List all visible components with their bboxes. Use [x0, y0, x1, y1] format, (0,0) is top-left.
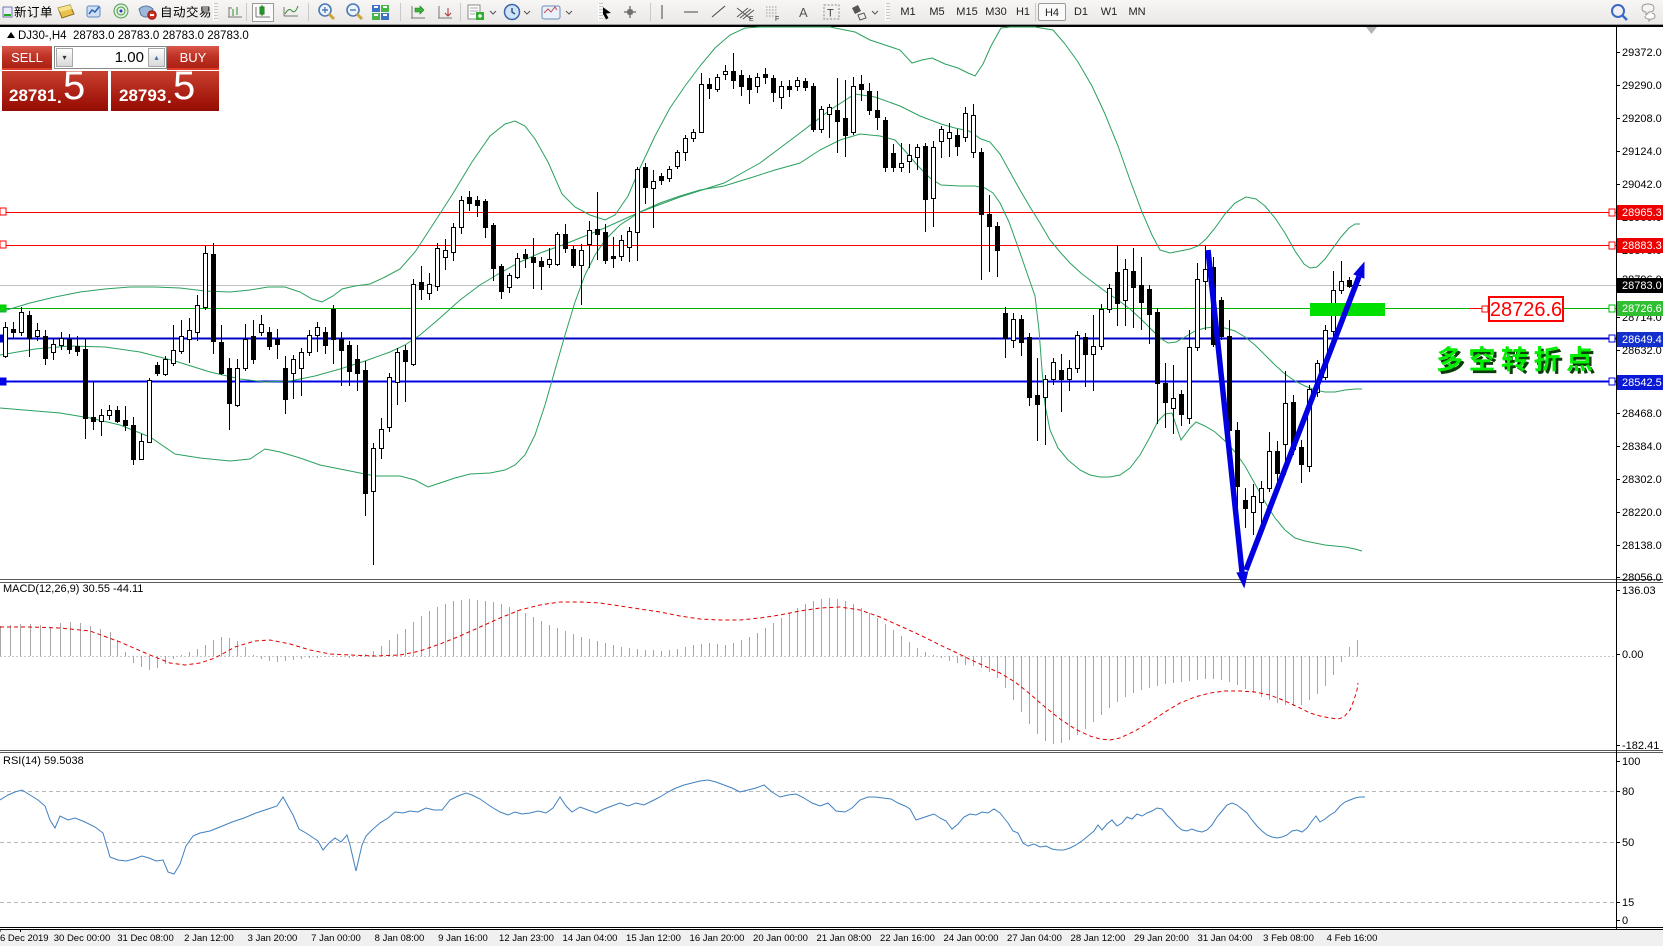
- svg-text:15 Jan 12:00: 15 Jan 12:00: [626, 933, 681, 944]
- svg-text:20 Jan 00:00: 20 Jan 00:00: [753, 933, 808, 944]
- svg-text:7 Jan 00:00: 7 Jan 00:00: [311, 933, 361, 944]
- svg-text:100: 100: [1622, 756, 1640, 768]
- svg-text:28468.0: 28468.0: [1622, 408, 1662, 420]
- svg-text:28783.0: 28783.0: [1622, 280, 1662, 292]
- svg-text:0: 0: [1622, 915, 1628, 927]
- svg-text:28056.0: 28056.0: [1622, 572, 1662, 584]
- svg-text:-182.41: -182.41: [1622, 740, 1659, 752]
- svg-text:28965.3: 28965.3: [1622, 207, 1662, 219]
- svg-text:2 Jan 12:00: 2 Jan 12:00: [184, 933, 234, 944]
- svg-text:9 Jan 16:00: 9 Jan 16:00: [438, 933, 488, 944]
- svg-text:136.03: 136.03: [1622, 585, 1656, 597]
- svg-text:28726.6: 28726.6: [1622, 303, 1662, 315]
- svg-text:28302.0: 28302.0: [1622, 474, 1662, 486]
- svg-text:29290.0: 29290.0: [1622, 80, 1662, 92]
- svg-text:3 Feb 08:00: 3 Feb 08:00: [1263, 933, 1314, 944]
- svg-text:29372.0: 29372.0: [1622, 47, 1662, 59]
- svg-text:8 Jan 08:00: 8 Jan 08:00: [375, 933, 425, 944]
- svg-text:14 Jan 04:00: 14 Jan 04:00: [563, 933, 618, 944]
- svg-text:22 Jan 16:00: 22 Jan 16:00: [880, 933, 935, 944]
- svg-text:3 Jan 20:00: 3 Jan 20:00: [248, 933, 298, 944]
- svg-text:0.00: 0.00: [1622, 649, 1643, 661]
- svg-text:A: A: [799, 5, 808, 20]
- svg-text:T: T: [827, 8, 834, 20]
- svg-text:E: E: [749, 16, 754, 23]
- svg-text:15: 15: [1622, 897, 1634, 909]
- svg-text:28542.5: 28542.5: [1622, 377, 1662, 389]
- svg-text:4 Feb 16:00: 4 Feb 16:00: [1327, 933, 1378, 944]
- svg-text:29208.0: 29208.0: [1622, 113, 1662, 125]
- svg-text:31 Dec 08:00: 31 Dec 08:00: [117, 933, 174, 944]
- svg-text:28726.6: 28726.6: [1490, 299, 1562, 321]
- svg-text:24 Jan 00:00: 24 Jan 00:00: [944, 933, 999, 944]
- svg-text:28 Jan 12:00: 28 Jan 12:00: [1071, 933, 1126, 944]
- svg-text:28220.0: 28220.0: [1622, 507, 1662, 519]
- svg-text:6 Dec 2019: 6 Dec 2019: [0, 933, 49, 944]
- svg-text:28138.0: 28138.0: [1622, 540, 1662, 552]
- svg-text:31 Jan 04:00: 31 Jan 04:00: [1198, 933, 1253, 944]
- svg-text:16 Jan 20:00: 16 Jan 20:00: [690, 933, 745, 944]
- svg-text:29042.0: 29042.0: [1622, 179, 1662, 191]
- svg-text:DJ30-,H4 28783.0 28783.0 2878: DJ30-,H4 28783.0 28783.0 28783.0 28783.0: [18, 30, 249, 42]
- svg-text:F: F: [775, 16, 779, 23]
- svg-text:29124.0: 29124.0: [1622, 146, 1662, 158]
- svg-text:12 Jan 23:00: 12 Jan 23:00: [499, 933, 554, 944]
- svg-text:28632.0: 28632.0: [1622, 345, 1662, 357]
- svg-text:21 Jan 08:00: 21 Jan 08:00: [817, 933, 872, 944]
- svg-text:28883.3: 28883.3: [1622, 240, 1662, 252]
- svg-text:80: 80: [1622, 786, 1634, 798]
- svg-text:29 Jan 20:00: 29 Jan 20:00: [1134, 933, 1189, 944]
- svg-text:50: 50: [1622, 837, 1634, 849]
- svg-text:30 Dec 00:00: 30 Dec 00:00: [54, 933, 111, 944]
- svg-text:27 Jan 04:00: 27 Jan 04:00: [1007, 933, 1062, 944]
- svg-text:RSI(14) 59.5038: RSI(14) 59.5038: [3, 755, 84, 767]
- svg-text:28384.0: 28384.0: [1622, 441, 1662, 453]
- svg-text:MACD(12,26,9) 30.55 -44.11: MACD(12,26,9) 30.55 -44.11: [3, 583, 143, 595]
- svg-text:28649.4: 28649.4: [1622, 334, 1662, 346]
